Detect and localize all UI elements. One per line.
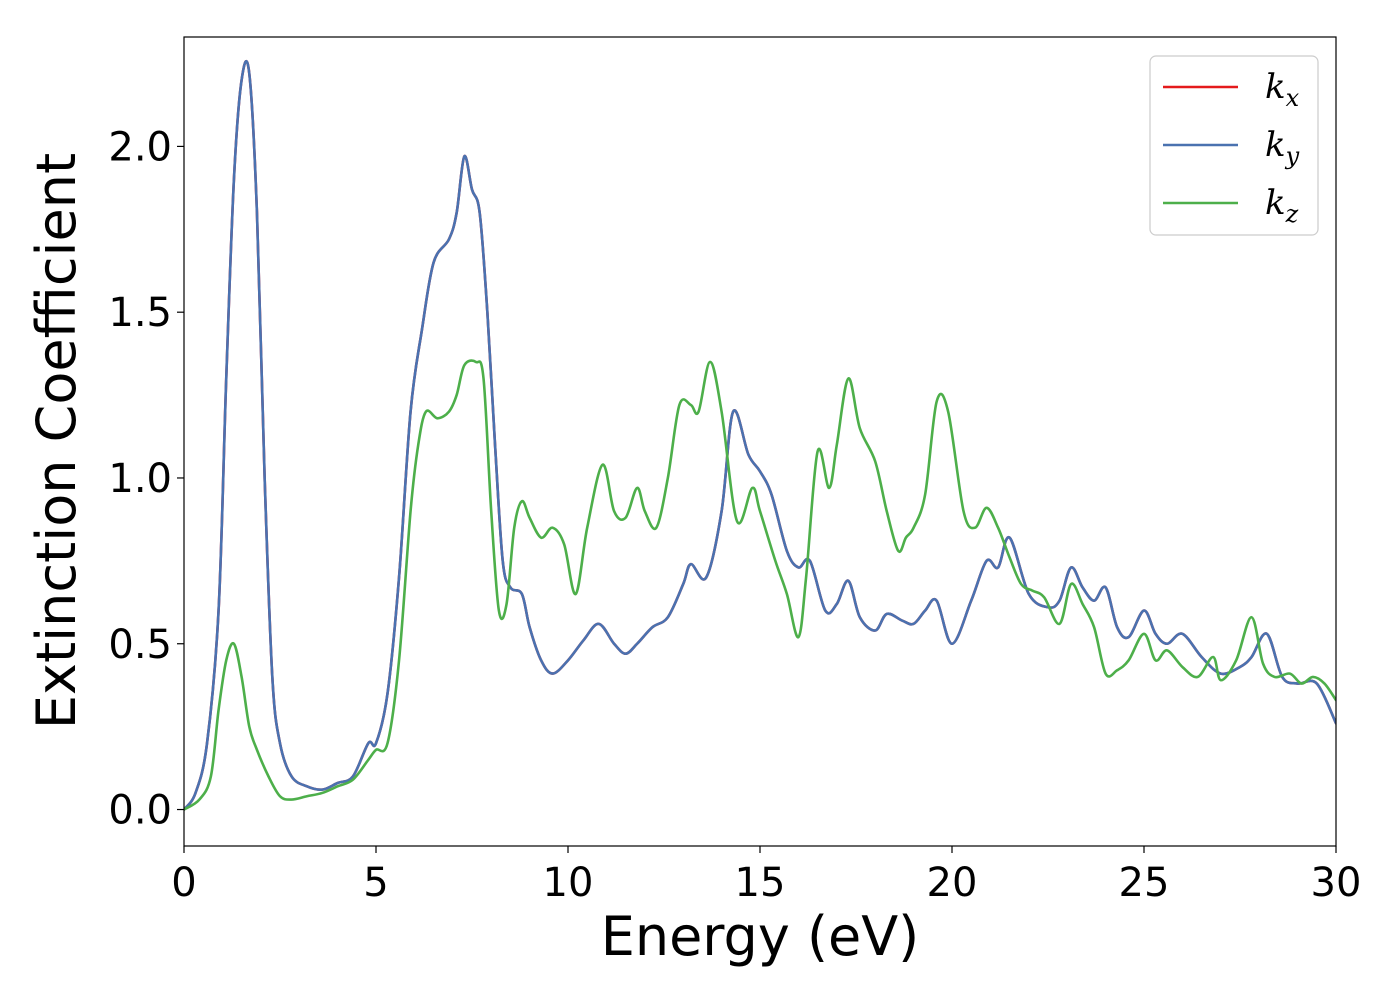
y-tick-label: 0.0 [108, 788, 172, 834]
x-tick-label: 25 [1119, 860, 1170, 906]
y-tick-label: 2.0 [108, 124, 172, 170]
x-axis-ticks: 0 5 10 15 20 25 30 [171, 846, 1361, 906]
y-tick-label: 1.0 [108, 456, 172, 502]
y-axis-ticks: 0.0 0.5 1.0 1.5 2.0 [108, 124, 184, 834]
x-tick-label: 0 [171, 860, 196, 906]
series-line-kz [184, 359, 1336, 811]
x-tick-label: 5 [363, 860, 388, 906]
y-tick-label: 1.5 [108, 290, 172, 336]
series-line-ky [184, 59, 1336, 811]
legend-label-x: kx [1265, 67, 1300, 112]
x-tick-label: 30 [1311, 860, 1362, 906]
x-axis-title: Energy (eV) [601, 905, 920, 968]
series-layer [184, 59, 1336, 811]
y-tick-label: 0.5 [108, 622, 172, 668]
x-tick-label: 10 [543, 860, 594, 906]
legend-label-y: ky [1265, 125, 1300, 170]
x-tick-label: 20 [927, 860, 978, 906]
y-axis-title: Extinction Coefficient [25, 153, 88, 729]
x-tick-label: 15 [735, 860, 786, 906]
